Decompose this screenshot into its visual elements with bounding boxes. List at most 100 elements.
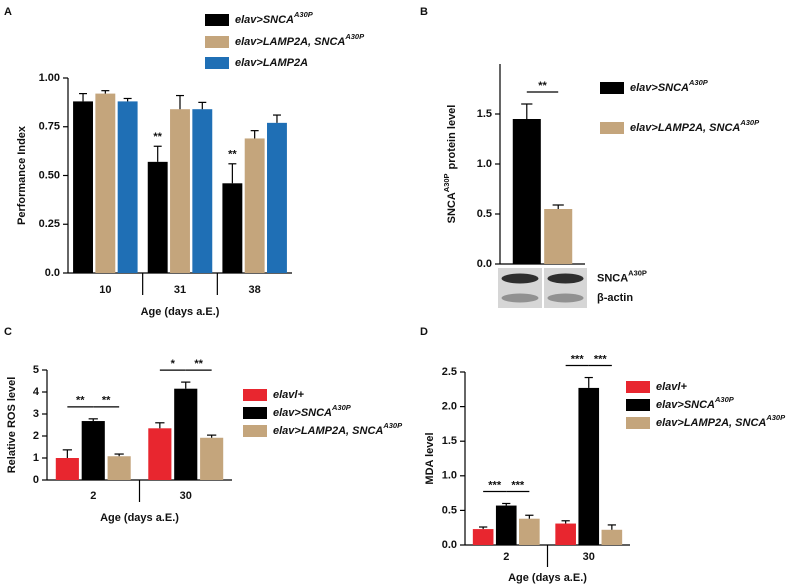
- legend-swatch: [205, 36, 229, 48]
- text-part: elavl+: [273, 389, 304, 401]
- error-bar: [207, 434, 217, 438]
- superscript: A30P: [382, 421, 403, 430]
- x-tick-label: 38: [249, 284, 261, 296]
- bar: [578, 387, 600, 545]
- bar: [512, 119, 541, 264]
- significance: *: [171, 358, 176, 370]
- error-bar: [181, 381, 191, 389]
- error-bar: [228, 163, 237, 184]
- significance: **: [228, 149, 237, 161]
- bar: [222, 183, 243, 273]
- legend-swatch: [243, 407, 267, 419]
- legend-swatch: [600, 122, 624, 134]
- text-part: SNCA: [446, 192, 458, 223]
- error-bar: [502, 502, 511, 506]
- error-bar: [250, 130, 259, 139]
- bar: [55, 458, 79, 480]
- text-part: elav>LAMP2A, SNCA: [235, 36, 345, 48]
- error-bar: [525, 514, 534, 519]
- y-tick-label: 5: [33, 364, 39, 376]
- bar: [244, 138, 265, 273]
- legend-swatch: [626, 381, 650, 393]
- bar: [147, 161, 168, 273]
- text-part: MDA level: [424, 432, 436, 484]
- y-tick-label: 0.0: [442, 539, 457, 551]
- y-tick-label: 2.5: [442, 366, 457, 378]
- superscript: A30P: [688, 78, 709, 87]
- legend-label: elav>SNCAA30P: [235, 10, 314, 25]
- error-bar: [62, 449, 72, 458]
- error-bar: [479, 526, 488, 530]
- superscript: A30P: [344, 32, 365, 41]
- y-tick-label: 0.25: [39, 218, 60, 230]
- y-tick-label: 0.5: [477, 208, 492, 220]
- significance: **: [102, 395, 111, 407]
- y-tick-label: 1.5: [477, 108, 492, 120]
- legend-swatch: [205, 57, 229, 69]
- y-tick-label: 1: [33, 452, 39, 464]
- y-tick-label: 1.5: [442, 435, 457, 447]
- x-axis-label: Age (days a.E.): [141, 306, 220, 318]
- bar: [117, 101, 138, 274]
- superscript: A30P: [628, 269, 647, 278]
- error-bar: [584, 376, 593, 388]
- error-bar: [176, 94, 184, 110]
- bar: [200, 437, 224, 480]
- bar: [170, 109, 190, 273]
- bar: [95, 93, 116, 273]
- y-tick-label: 0.75: [39, 121, 60, 133]
- superscript: A30P: [739, 118, 760, 127]
- error-bar: [114, 453, 124, 457]
- text-part: elav>LAMP2A: [235, 57, 308, 69]
- x-tick-label: 2: [503, 551, 509, 563]
- legend-swatch: [243, 389, 267, 401]
- legend-swatch: [205, 14, 229, 26]
- x-axis-label: Age (days a.E.): [508, 572, 587, 584]
- error-bar: [79, 92, 88, 102]
- error-bar: [198, 101, 207, 110]
- significance: **: [153, 131, 162, 143]
- blot-label: β-actin: [597, 292, 633, 304]
- legend-label: elav>LAMP2A, SNCAA30P: [656, 413, 786, 428]
- bar: [192, 109, 213, 273]
- bar: [472, 529, 494, 545]
- superscript: A30P: [714, 395, 735, 404]
- y-tick-label: 0.50: [39, 169, 60, 181]
- panel-label: C: [4, 326, 12, 338]
- legend-label: elav>SNCAA30P: [656, 395, 735, 410]
- y-tick-label: 2: [33, 430, 39, 442]
- legend-label: elavl+: [656, 381, 687, 393]
- bar: [107, 456, 131, 480]
- y-axis-label: MDA level: [424, 432, 436, 484]
- error-bar: [561, 520, 570, 524]
- text-part: elav>SNCA: [656, 399, 715, 411]
- legend-label: elav>LAMP2A: [235, 57, 308, 69]
- text-part: elav>SNCA: [273, 407, 332, 419]
- blot-label: SNCAA30P: [597, 269, 647, 284]
- x-tick-label: 30: [583, 551, 595, 563]
- legend-label: elav>SNCAA30P: [273, 403, 352, 418]
- y-tick-label: 2.0: [442, 401, 457, 413]
- legend-swatch: [626, 399, 650, 411]
- text-part: elav>LAMP2A, SNCA: [630, 122, 740, 134]
- blot-band: [547, 273, 584, 284]
- text-part: protein level: [446, 105, 458, 170]
- text-part: elavl+: [656, 381, 687, 393]
- text-part: elav>SNCA: [630, 82, 689, 94]
- text-part: elav>LAMP2A, SNCA: [273, 425, 383, 437]
- bar: [601, 529, 623, 545]
- panel-label: D: [420, 326, 428, 338]
- bar: [174, 388, 198, 480]
- significance: **: [76, 395, 85, 407]
- error-bar: [153, 145, 162, 162]
- x-tick-label: 31: [174, 284, 186, 296]
- error-bar: [88, 418, 98, 422]
- text-part: SNCA: [597, 272, 628, 284]
- superscript: A30P: [765, 413, 786, 422]
- legend-label: elav>LAMP2A, SNCAA30P: [273, 421, 403, 436]
- y-tick-label: 1.0: [442, 470, 457, 482]
- y-axis-label: SNCAA30P protein level: [442, 105, 457, 224]
- bar: [73, 101, 93, 274]
- error-bar: [155, 422, 165, 429]
- text-part: β-actin: [597, 292, 633, 304]
